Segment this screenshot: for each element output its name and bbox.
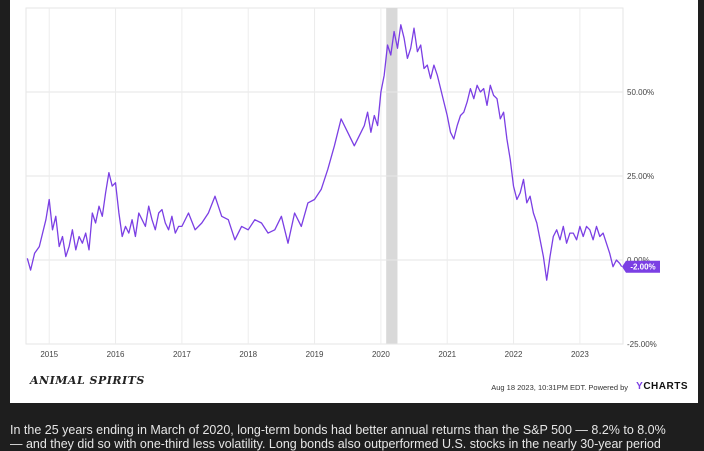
article-caption: In the 25 years ending in March of 2020,… <box>10 423 700 451</box>
last-value-badge <box>622 260 660 273</box>
x-tick-label: 2019 <box>306 350 324 359</box>
x-tick-label: 2022 <box>505 350 523 359</box>
chart-timestamp: Aug 18 2023, 10:31PM EDT. <box>491 383 587 392</box>
chart-card: 50.00% 25.00% 0.00% -25.00% 2015 2016 2017 2018… <box>10 0 698 403</box>
x-tick-label: 2017 <box>173 350 191 359</box>
caption-line-1: In the 25 years ending in March of 2020,… <box>10 423 666 437</box>
y-tick-label: 25.00% <box>627 172 654 181</box>
ycharts-logo-y: Y <box>636 381 644 392</box>
y-tick-label: 50.00% <box>627 88 654 97</box>
brand-logo: ANIMAL SPIRITS <box>30 374 145 387</box>
last-value-label: -2.00% <box>630 263 655 272</box>
x-tick-label: 2016 <box>107 350 125 359</box>
x-tick-label: 2023 <box>571 350 589 359</box>
y-tick-label: 0.00% <box>627 256 650 265</box>
x-tick-label: 2015 <box>40 350 58 359</box>
powered-by-text: Powered by <box>588 383 628 392</box>
x-tick-label: 2020 <box>372 350 390 359</box>
line-chart: 50.00% 25.00% 0.00% -25.00% 2015 2016 2017 2018… <box>25 7 660 359</box>
caption-line-2: — and they did so with one-third less vo… <box>10 437 661 451</box>
chart-footer-note: Aug 18 2023, 10:31PM EDT. Powered by <box>491 383 628 392</box>
series-line <box>26 24 623 281</box>
x-tick-label: 2018 <box>239 350 257 359</box>
y-tick-label: -25.00% <box>627 340 657 349</box>
ycharts-logo-text: CHARTS <box>643 381 688 392</box>
x-tick-label: 2021 <box>438 350 456 359</box>
ycharts-logo[interactable]: YCHARTS <box>636 381 688 392</box>
